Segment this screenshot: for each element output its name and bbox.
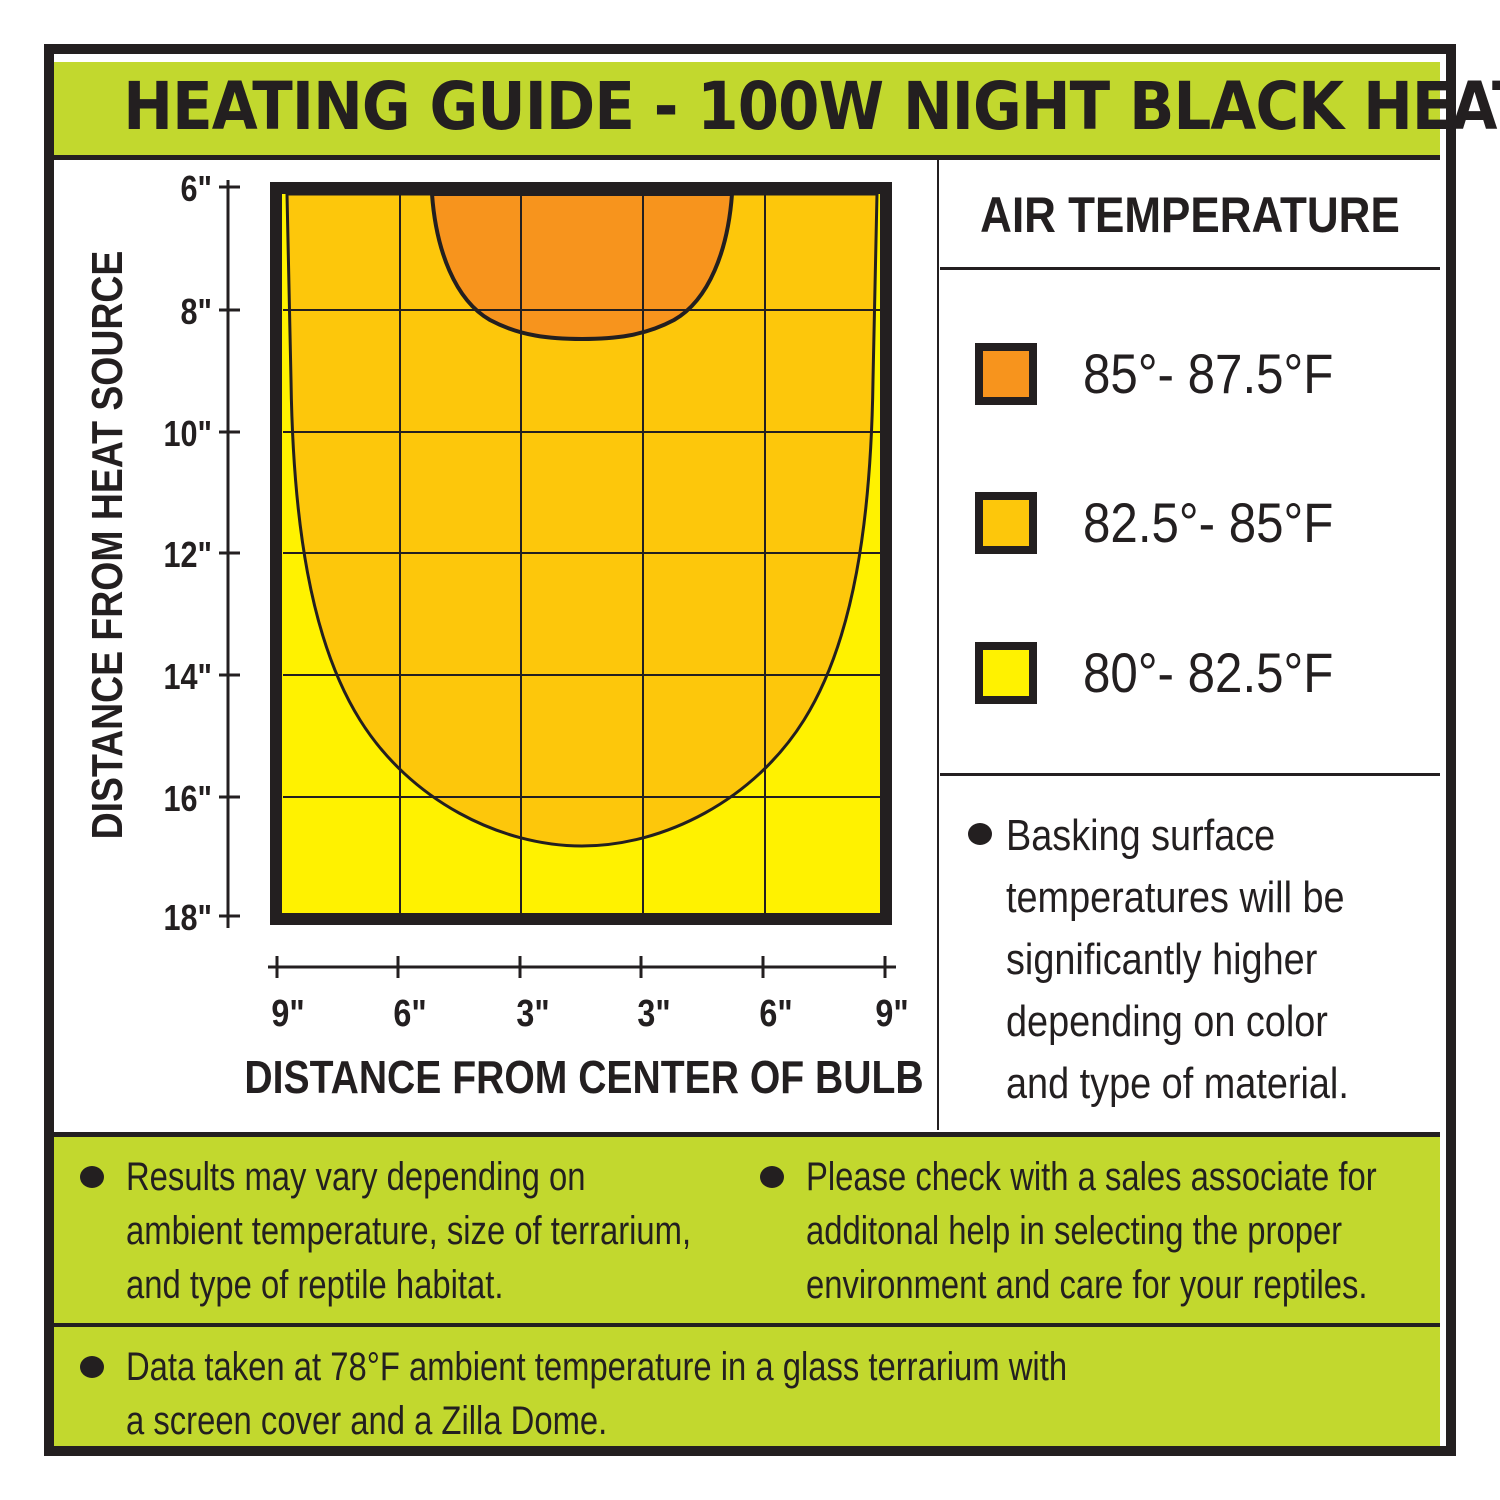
x-tick-label: 3" bbox=[516, 993, 550, 1035]
basking-note-text: Basking surface temperatures will be sig… bbox=[1006, 811, 1349, 1108]
grid-lines bbox=[283, 194, 880, 913]
plot-border bbox=[270, 182, 892, 925]
legend-label: 85°- 87.5°F bbox=[1083, 342, 1334, 405]
y-tick-label: 8" bbox=[180, 291, 212, 332]
legend-item-mild: 80°- 82.5°F bbox=[975, 641, 1435, 714]
legend-swatch-mild bbox=[975, 642, 1037, 704]
x-tick-label: 3" bbox=[637, 993, 671, 1035]
x-tick-label: 9" bbox=[271, 993, 305, 1035]
zone-warm bbox=[285, 192, 879, 848]
zone-hot bbox=[429, 192, 735, 342]
x-tick-label: 9" bbox=[875, 993, 909, 1035]
legend-swatch-warm bbox=[975, 492, 1037, 554]
legend-item-hot: 85°- 87.5°F bbox=[975, 342, 1435, 415]
notes-band bbox=[54, 1132, 1440, 1446]
y-axis-title: DISTANCE FROM HEAT SOURCE bbox=[83, 250, 132, 840]
legend-title: AIR TEMPERATURE bbox=[980, 187, 1400, 243]
associate-note-text: Please check with a sales associate for … bbox=[806, 1155, 1377, 1307]
legend-divider-top bbox=[940, 267, 1440, 270]
bullet-icon bbox=[80, 1166, 104, 1188]
x-axis bbox=[268, 956, 896, 978]
page-title: HEATING GUIDE - 100W NIGHT BLACK HEAT bbox=[123, 68, 1500, 145]
bullet-icon bbox=[968, 823, 992, 845]
legend-divider-bottom bbox=[940, 773, 1440, 776]
legend-item-warm: 82.5°- 85°F bbox=[975, 491, 1435, 564]
y-tick-label: 18" bbox=[163, 897, 212, 938]
y-tick-label: 6" bbox=[180, 168, 212, 209]
legend-label: 82.5°- 85°F bbox=[1083, 491, 1334, 554]
bullet-icon bbox=[760, 1166, 784, 1188]
x-tick-label: 6" bbox=[393, 993, 427, 1035]
legend-swatch-hot bbox=[975, 343, 1037, 405]
y-axis bbox=[219, 180, 240, 928]
legend-label: 80°- 82.5°F bbox=[1083, 641, 1334, 704]
x-tick-label: 6" bbox=[759, 993, 793, 1035]
x-axis-title: DISTANCE FROM CENTER OF BULB bbox=[244, 1051, 924, 1103]
bullet-icon bbox=[80, 1356, 104, 1378]
title-band: HEATING GUIDE - 100W NIGHT BLACK HEAT bbox=[54, 62, 1500, 160]
results-note-text: Results may vary depending on ambient te… bbox=[126, 1155, 692, 1307]
y-tick-label: 16" bbox=[163, 778, 212, 819]
y-tick-label: 14" bbox=[163, 656, 212, 697]
notes-band-divider bbox=[54, 1323, 1440, 1327]
data-note-text: Data taken at 78°F ambient temperature i… bbox=[126, 1345, 1068, 1443]
column-divider bbox=[937, 160, 939, 1130]
y-tick-label: 12" bbox=[163, 534, 212, 575]
y-tick-label: 10" bbox=[163, 413, 212, 454]
